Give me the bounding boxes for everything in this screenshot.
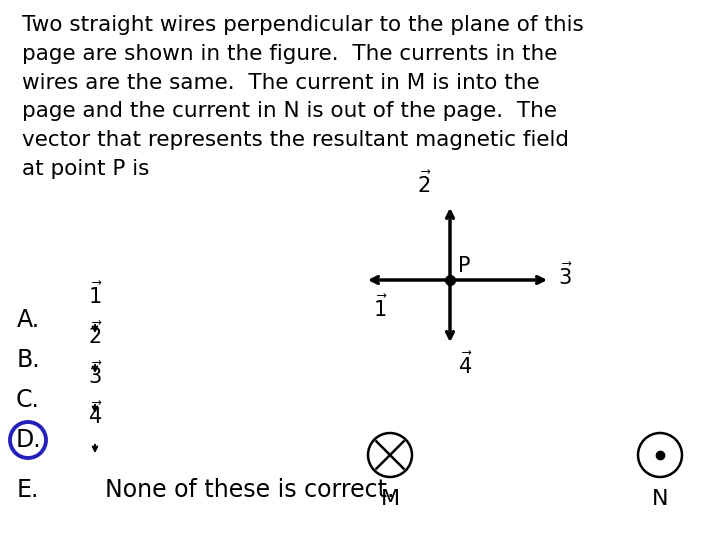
Text: $\vec{3}$: $\vec{3}$: [558, 262, 572, 289]
Text: $\vec{1}$: $\vec{1}$: [88, 281, 102, 308]
Text: $\vec{3}$: $\vec{3}$: [88, 361, 102, 388]
Text: $\vec{2}$: $\vec{2}$: [88, 321, 102, 348]
Text: $\vec{2}$: $\vec{2}$: [418, 170, 432, 197]
Text: D.: D.: [15, 428, 41, 452]
Text: P: P: [458, 256, 470, 276]
Text: $\vec{4}$: $\vec{4}$: [458, 351, 472, 378]
Text: None of these is correct.: None of these is correct.: [105, 478, 395, 502]
Text: Two straight wires perpendicular to the plane of this
page are shown in the figu: Two straight wires perpendicular to the …: [22, 15, 584, 179]
Text: M: M: [380, 489, 400, 509]
Text: $\vec{1}$: $\vec{1}$: [373, 294, 387, 321]
Text: $\vec{4}$: $\vec{4}$: [88, 401, 102, 428]
Text: B.: B.: [16, 348, 40, 372]
Text: E.: E.: [17, 478, 39, 502]
Text: C.: C.: [16, 388, 40, 412]
Text: A.: A.: [17, 308, 40, 332]
Text: N: N: [652, 489, 668, 509]
